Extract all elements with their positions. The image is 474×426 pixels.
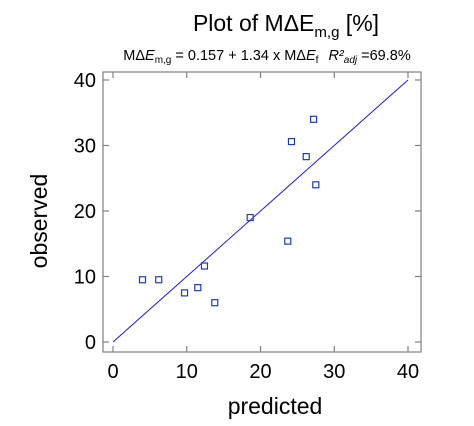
points-layer xyxy=(138,115,320,307)
data-point xyxy=(287,137,296,146)
axis-tick-labels: 0 10 20 30 40 0 10 20 30 40 xyxy=(74,70,419,383)
x-axis-title: predicted xyxy=(228,393,323,419)
eq-rhs-text: = 0.157 + 1.34 x MΔ xyxy=(171,48,306,64)
fit-line xyxy=(112,79,409,343)
data-point xyxy=(200,262,209,270)
data-point xyxy=(211,299,219,307)
chart-title-suffix: [%] xyxy=(339,10,379,36)
data-point xyxy=(310,115,318,123)
data-point xyxy=(246,213,254,222)
plot-frame xyxy=(102,71,422,353)
eq-r2-label: R² xyxy=(328,48,344,64)
data-point xyxy=(284,237,292,245)
y-tick-label: 20 xyxy=(74,201,96,223)
axis-ticks xyxy=(103,72,421,352)
x-tick-label: 30 xyxy=(323,361,345,383)
x-tick-label: 10 xyxy=(176,361,198,383)
x-tick-label: 20 xyxy=(249,361,271,383)
y-tick-label: 0 xyxy=(85,332,96,354)
y-tick-label: 30 xyxy=(74,136,96,158)
fit-line-layer xyxy=(112,79,409,343)
chart-title: Plot of MΔEm,g [%] xyxy=(193,10,379,41)
x-tick-label: 40 xyxy=(397,361,419,383)
y-axis-title: observed xyxy=(26,174,52,269)
data-point xyxy=(155,276,163,284)
chart-title-sub: m,g xyxy=(314,24,339,41)
eq-lhs-sub: m,g xyxy=(155,55,172,66)
eq-r2-value: =69.8% xyxy=(357,48,411,64)
y-tick-label: 10 xyxy=(74,267,96,289)
data-point xyxy=(302,153,310,161)
chart-title-main: Plot of MΔE xyxy=(193,10,314,36)
eq-rhs-var: E xyxy=(306,48,316,64)
data-point xyxy=(180,289,189,297)
eq-r2-sub: adj xyxy=(344,55,358,66)
data-point xyxy=(138,276,147,284)
eq-rhs-sub: f xyxy=(316,55,319,66)
fit-equation: MΔEm,g = 0.157 + 1.34 x MΔEf R²adj =69.8% xyxy=(123,48,411,66)
data-point xyxy=(312,181,320,189)
eq-lhs-var: E xyxy=(145,48,155,64)
y-tick-label: 40 xyxy=(74,70,96,92)
x-tick-label: 0 xyxy=(107,361,118,383)
data-point xyxy=(194,284,202,292)
eq-lhs-prefix: MΔ xyxy=(123,48,145,64)
